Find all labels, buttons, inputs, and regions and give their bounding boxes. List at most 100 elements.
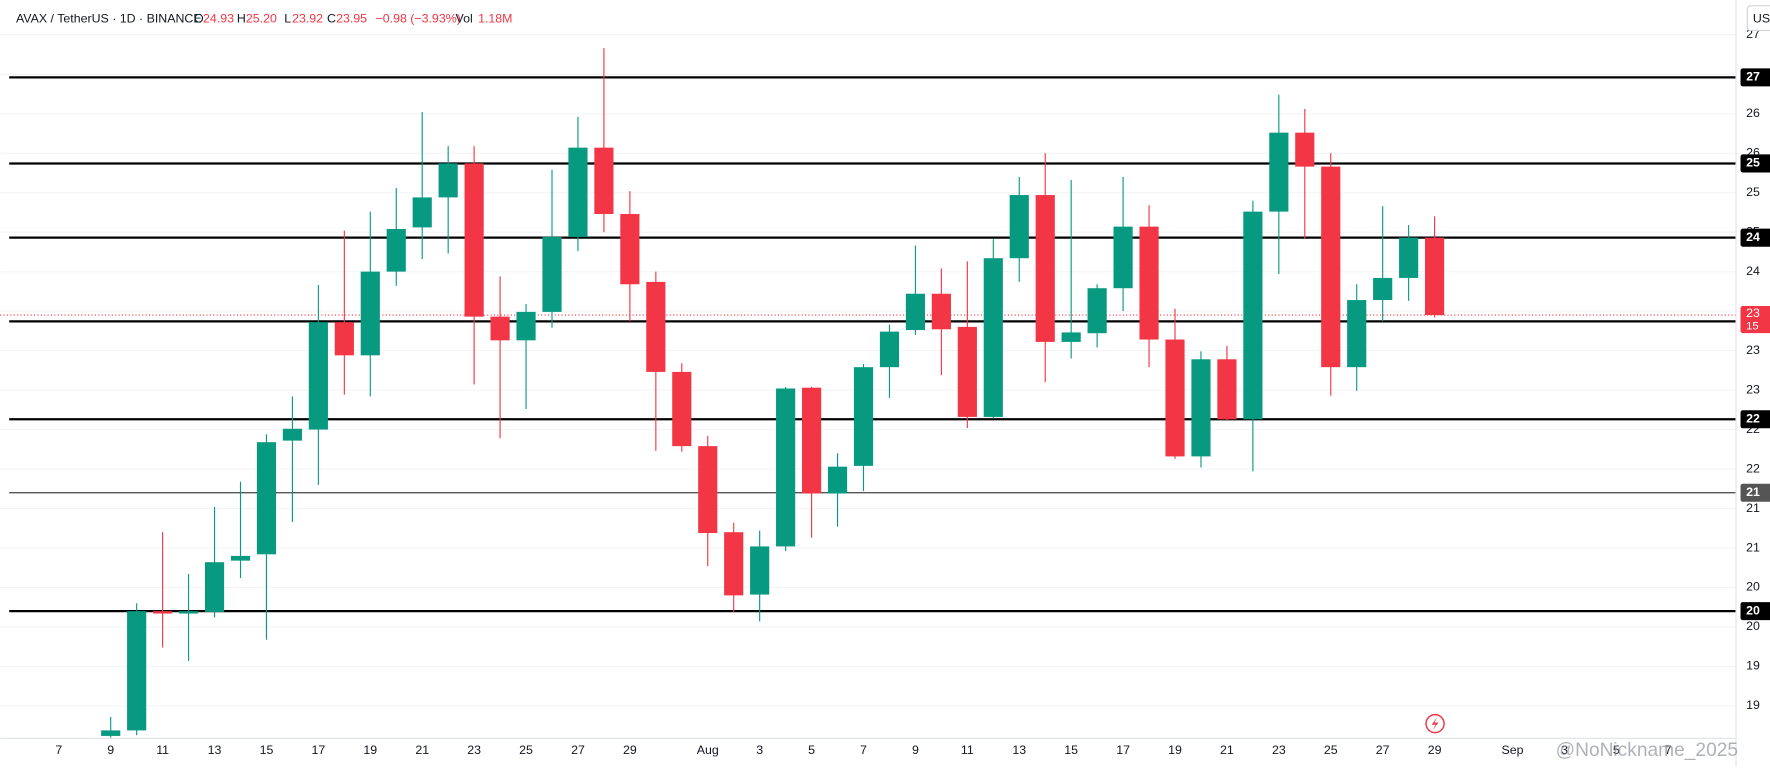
x-tick-label: 15 — [1064, 743, 1078, 757]
x-tick-label: 11 — [961, 743, 974, 757]
candle-body — [490, 316, 510, 341]
y-tick-label: 26 — [1746, 106, 1760, 120]
x-tick-label: 19 — [363, 743, 377, 757]
ohlc-value: 24.93 — [203, 11, 234, 25]
x-tick-label: 7 — [860, 743, 867, 757]
candle-body — [1113, 226, 1133, 289]
candle-body — [1217, 359, 1237, 420]
x-tick-label: 5 — [1613, 743, 1620, 757]
volume-value: 1.18M — [478, 11, 512, 25]
candle-body — [853, 367, 874, 466]
countdown-label: 15 — [1746, 320, 1759, 332]
change: −0.98 (−3.93%) — [376, 11, 461, 25]
y-tick-label: 19 — [1746, 659, 1760, 673]
candle-body — [178, 611, 199, 614]
x-tick-label: 7 — [55, 743, 62, 757]
candle-body — [516, 311, 536, 341]
y-tick-label: 21 — [1746, 540, 1760, 554]
level-label: 27 — [1746, 70, 1760, 84]
x-tick-label: 17 — [311, 743, 325, 757]
candle-body — [101, 730, 121, 736]
candle-body — [905, 293, 926, 331]
symbol: AVAX / TetherUS · 1D · BINANCE — [16, 11, 202, 25]
candle-body — [153, 611, 173, 614]
candle-body — [983, 258, 1003, 417]
candle-body — [750, 546, 770, 595]
x-tick-label: 13 — [1012, 743, 1026, 757]
x-tick-label: 7 — [1665, 743, 1672, 757]
x-tick-label: 25 — [1324, 743, 1338, 757]
level-label-box — [1740, 602, 1770, 621]
candle-body — [334, 322, 354, 356]
candle-body — [802, 387, 822, 494]
levels-layer — [0, 76, 1737, 613]
candle-body — [1035, 195, 1055, 342]
candle-body — [438, 163, 458, 198]
level-label-box — [1740, 410, 1770, 429]
y-tick-label: 22 — [1746, 461, 1760, 475]
event-icon[interactable] — [1425, 713, 1445, 734]
ohlc-label: H — [237, 11, 246, 25]
candle-body — [931, 293, 951, 330]
candle-body — [1165, 339, 1185, 457]
candle-body — [827, 466, 848, 494]
x-tick-label: 15 — [260, 743, 274, 757]
x-tick-label: Sep — [1501, 743, 1523, 757]
x-tick-label: 21 — [415, 743, 429, 757]
currency-button-label: US — [1753, 11, 1770, 25]
candle-body — [412, 197, 432, 228]
candle-body — [672, 371, 692, 447]
x-tick-label: 29 — [1428, 743, 1442, 757]
candle-body — [308, 322, 328, 430]
candle-body — [879, 331, 900, 368]
candle-body — [542, 236, 562, 312]
candle-body — [1295, 132, 1315, 167]
x-tick-label: 3 — [756, 743, 763, 757]
level-label: 24 — [1746, 230, 1760, 244]
x-tick-label: 29 — [623, 743, 637, 757]
candle-body — [594, 147, 614, 214]
x-tick-label: 21 — [1220, 743, 1234, 757]
x-tick-label: 23 — [467, 743, 481, 757]
candle-body — [204, 562, 225, 612]
event-icon-bolt — [1431, 716, 1439, 731]
candle-body — [698, 446, 718, 533]
candle-body — [1009, 195, 1029, 259]
candle-body — [1399, 237, 1419, 278]
candle-body — [230, 555, 251, 561]
candle-body — [386, 228, 406, 272]
candle-body — [360, 271, 380, 356]
ohlc-label: O — [194, 11, 204, 25]
level-label-box — [1740, 154, 1770, 173]
last-price-box — [1740, 306, 1770, 334]
candle-body — [1139, 226, 1159, 340]
x-tick-label: 5 — [808, 743, 815, 757]
candle-body — [1087, 288, 1107, 334]
level-label: 21 — [1746, 485, 1760, 499]
candle-body — [127, 611, 147, 731]
x-tick-label: 25 — [519, 743, 533, 757]
x-tick-label: 27 — [1376, 743, 1390, 757]
candle-body — [256, 442, 277, 555]
level-label: 20 — [1746, 603, 1760, 617]
last-price-label: 23 — [1746, 306, 1760, 320]
level-label: 22 — [1746, 412, 1760, 426]
level-label-box — [1740, 68, 1770, 87]
candle-body — [1321, 166, 1341, 368]
candle-body — [1191, 359, 1211, 457]
y-tick-label: 21 — [1746, 501, 1760, 515]
y-tick-label: 24 — [1746, 264, 1760, 278]
ohlc-value: 23.92 — [292, 11, 323, 25]
ohlc-value: 23.95 — [336, 11, 367, 25]
candle-body — [957, 326, 977, 417]
currency-button[interactable] — [1746, 5, 1770, 31]
level-label: 25 — [1746, 156, 1760, 170]
y-tick-label: 19 — [1746, 698, 1760, 712]
axis-layer: 1919202021212222232324242525262627277911… — [55, 27, 1770, 757]
candle-body — [620, 213, 640, 285]
y-tick-label: 20 — [1746, 580, 1760, 594]
candle-body — [776, 388, 796, 547]
y-tick-label: 25 — [1746, 185, 1760, 199]
